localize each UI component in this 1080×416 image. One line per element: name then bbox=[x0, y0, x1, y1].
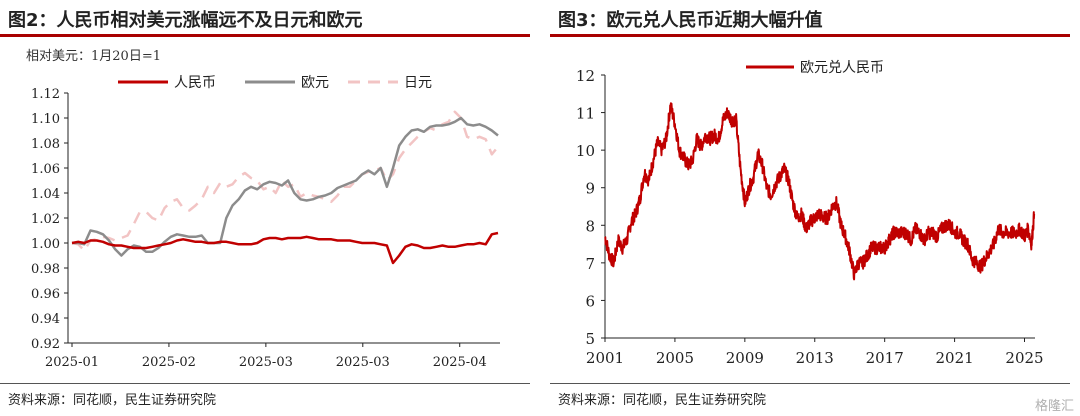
left-chart-source: 资料来源：同花顺，民生证券研究院 bbox=[8, 393, 217, 408]
right-chart-source: 资料来源：同花顺，民生证券研究院 bbox=[558, 393, 767, 408]
left-y-tick-label-5: 1.02 bbox=[31, 212, 60, 227]
right-x-tick-label-5: 2021 bbox=[935, 349, 973, 367]
left-x-tick-label-0: 2025-01 bbox=[45, 355, 99, 370]
left-y-tick-label-6: 1.00 bbox=[31, 237, 60, 252]
right-x-tick-label-2: 2009 bbox=[726, 349, 764, 367]
watermark-logo: 格隆汇 bbox=[1034, 399, 1074, 414]
right-source-rule bbox=[550, 383, 1070, 384]
series-line-eur bbox=[72, 116, 499, 257]
left-x-tick-label-3: 2025-03 bbox=[336, 355, 390, 370]
left-x-tick-label-1: 2025-02 bbox=[142, 355, 196, 370]
left-source-rule bbox=[0, 383, 530, 384]
left-x-tick-label-4: 2025-04 bbox=[433, 355, 487, 370]
left-y-tick-label-8: 0.96 bbox=[31, 287, 60, 302]
right-chart-panel: 图3：欧元兑人民币近期大幅升值 欧元兑人民币 12 11 10 9 8 7 6 5 2001 200… bbox=[550, 0, 1080, 416]
right-y-tick-label-7: 5 bbox=[585, 330, 595, 348]
left-title-rule bbox=[0, 34, 530, 37]
series-line-jpy bbox=[71, 110, 499, 252]
right-y-tick-label-6: 6 bbox=[585, 292, 595, 310]
left-y-tick-label-3: 1.06 bbox=[31, 162, 60, 177]
left-chart-svg: 相对美元：1月20日=1 人民币 欧元 日元 1.12 1.10 1.08 1.06 1.04 1… bbox=[26, 49, 500, 370]
left-x-tick-label-2: 2025-03 bbox=[239, 355, 293, 370]
right-x-tick-label-0: 2001 bbox=[586, 349, 624, 367]
right-y-tick-label-3: 9 bbox=[585, 180, 595, 198]
right-y-tick-label-2: 10 bbox=[576, 142, 595, 160]
left-chart-annotation: 相对美元：1月20日=1 bbox=[26, 49, 161, 64]
series-line-cny bbox=[71, 231, 499, 265]
series-line-eurcny bbox=[604, 102, 1036, 281]
legend-label-2: 日元 bbox=[404, 75, 432, 91]
right-y-tick-label-0: 12 bbox=[576, 67, 595, 85]
left-y-tick-label-2: 1.08 bbox=[31, 137, 60, 152]
left-y-tick-label-9: 0.94 bbox=[31, 312, 60, 327]
left-y-tick-label-10: 0.92 bbox=[31, 337, 60, 352]
left-y-tick-label-0: 1.12 bbox=[31, 87, 60, 102]
right-x-tick-label-6: 2025 bbox=[1005, 349, 1043, 367]
right-y-tick-label-4: 8 bbox=[585, 217, 595, 235]
left-y-tick-label-7: 0.98 bbox=[31, 262, 60, 277]
legend-label-eurcny: 欧元兑人民币 bbox=[800, 60, 884, 76]
right-x-tick-label-4: 2017 bbox=[866, 349, 904, 367]
right-y-tick-label-1: 11 bbox=[576, 105, 595, 123]
left-chart-title: 图2：人民币相对美元涨幅远不及日元和欧元 bbox=[8, 10, 363, 31]
right-y-tick-label-5: 7 bbox=[585, 255, 595, 273]
right-title-rule bbox=[550, 34, 1070, 37]
right-x-tick-label-1: 2005 bbox=[656, 349, 694, 367]
left-y-tick-label-4: 1.04 bbox=[31, 187, 60, 202]
legend-label-1: 欧元 bbox=[301, 75, 329, 91]
right-chart-title: 图3：欧元兑人民币近期大幅升值 bbox=[558, 10, 823, 31]
legend-label-0: 人民币 bbox=[174, 75, 216, 91]
left-chart-panel: 图2：人民币相对美元涨幅远不及日元和欧元 相对美元：1月20日=1 人民币 欧元 日元… bbox=[0, 0, 530, 416]
right-x-tick-label-3: 2013 bbox=[796, 349, 834, 367]
left-y-tick-label-1: 1.10 bbox=[31, 112, 60, 127]
